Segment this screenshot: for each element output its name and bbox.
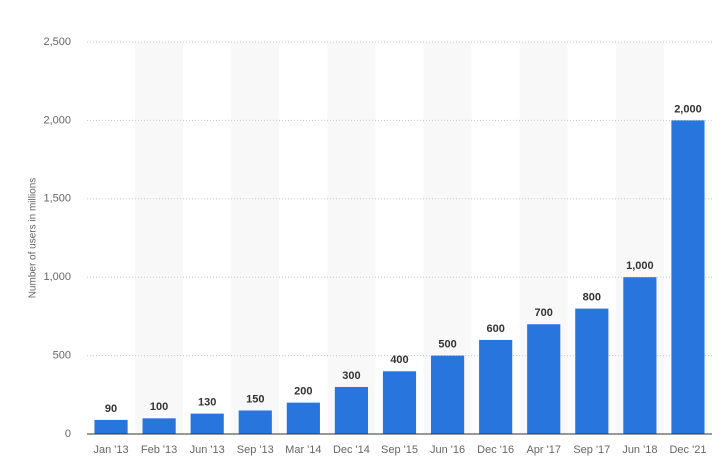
x-tick-label: Mar '14: [285, 444, 321, 456]
bar: [142, 418, 176, 434]
band-shade: [231, 42, 280, 434]
x-tick-label: Jun '18: [622, 444, 657, 456]
bar: [479, 339, 513, 434]
data-label: 200: [294, 386, 312, 398]
data-label: 300: [342, 370, 360, 382]
y-tick-label: 2,500: [43, 36, 71, 48]
data-label: 400: [390, 354, 408, 366]
y-tick-label: 2,000: [43, 114, 71, 126]
bar: [430, 355, 465, 434]
data-label: 150: [246, 393, 264, 405]
data-label: 90: [105, 403, 117, 415]
x-tick-label: Jun '16: [430, 444, 465, 456]
data-label: 600: [486, 323, 504, 335]
y-tick-label: 0: [65, 428, 71, 440]
x-tick-label: Sep '13: [237, 444, 274, 456]
data-label: 100: [150, 401, 168, 413]
band-shade: [135, 42, 184, 434]
y-tick-label: 1,000: [43, 271, 71, 283]
x-tick-label: Dec '14: [333, 444, 370, 456]
bar: [671, 120, 705, 435]
data-label: 800: [583, 291, 601, 303]
x-tick-label: Jun '13: [190, 444, 225, 456]
data-label: 500: [438, 339, 456, 351]
y-axis-label: Number of users in millions: [28, 178, 39, 299]
bar: [190, 413, 224, 434]
bar: [286, 402, 320, 434]
x-tick-label: Jan '13: [93, 444, 128, 456]
data-label: 700: [535, 307, 553, 319]
bar: [527, 324, 561, 434]
x-tick-label: Feb '13: [141, 444, 177, 456]
bar: [238, 410, 272, 434]
data-label: 2,000: [674, 103, 702, 115]
x-tick-label: Apr '17: [526, 444, 561, 456]
bar: [94, 419, 128, 434]
y-tick-label: 500: [53, 350, 71, 362]
bar: [575, 308, 609, 434]
x-tick-label: Sep '17: [573, 444, 610, 456]
x-tick-label: Dec '21: [669, 444, 706, 456]
x-tick-label: Dec '16: [477, 444, 514, 456]
data-label: 130: [198, 397, 216, 409]
bar: [382, 371, 417, 434]
y-tick-label: 1,500: [43, 193, 71, 205]
bar: [334, 386, 369, 434]
x-tick-label: Sep '15: [381, 444, 418, 456]
band-shade: [327, 42, 376, 434]
bar: [623, 277, 657, 434]
data-label: 1,000: [626, 260, 654, 272]
